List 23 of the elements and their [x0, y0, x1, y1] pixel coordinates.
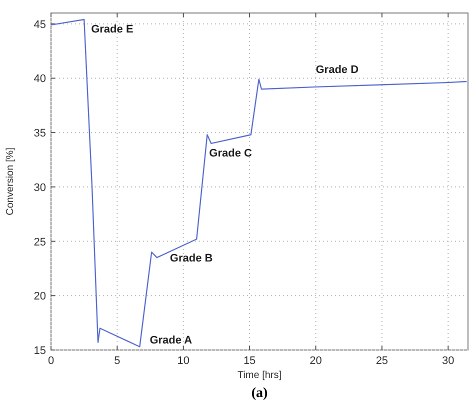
y-axis-title: Conversion [%] [5, 147, 16, 216]
annotation: Grade A [150, 334, 192, 347]
x-tick-label: 30 [442, 355, 454, 367]
x-tick-label: 0 [48, 355, 54, 367]
annotation: Grade D [316, 64, 359, 76]
x-tick-label: 20 [310, 355, 322, 367]
y-tick-label: 40 [34, 73, 46, 86]
annotation: Grade E [91, 24, 134, 36]
x-axis-title: Time [hrs] [237, 370, 282, 381]
y-tick-label: 20 [34, 290, 46, 303]
y-tick-label: 35 [34, 128, 46, 140]
x-tick-label: 10 [177, 355, 190, 367]
annotation: Grade B [170, 252, 213, 265]
x-tick-label: 5 [114, 355, 120, 367]
y-tick-label: 15 [34, 345, 46, 357]
y-tick-label: 25 [34, 236, 46, 248]
x-tick-label: 15 [243, 355, 256, 367]
text: (a) [251, 386, 268, 401]
y-tick-label: 45 [34, 18, 46, 31]
annotation: Grade C [209, 147, 252, 160]
y-tick-label: 30 [34, 182, 46, 194]
x-tick-label: 25 [376, 355, 388, 367]
line-series [50, 18, 468, 348]
